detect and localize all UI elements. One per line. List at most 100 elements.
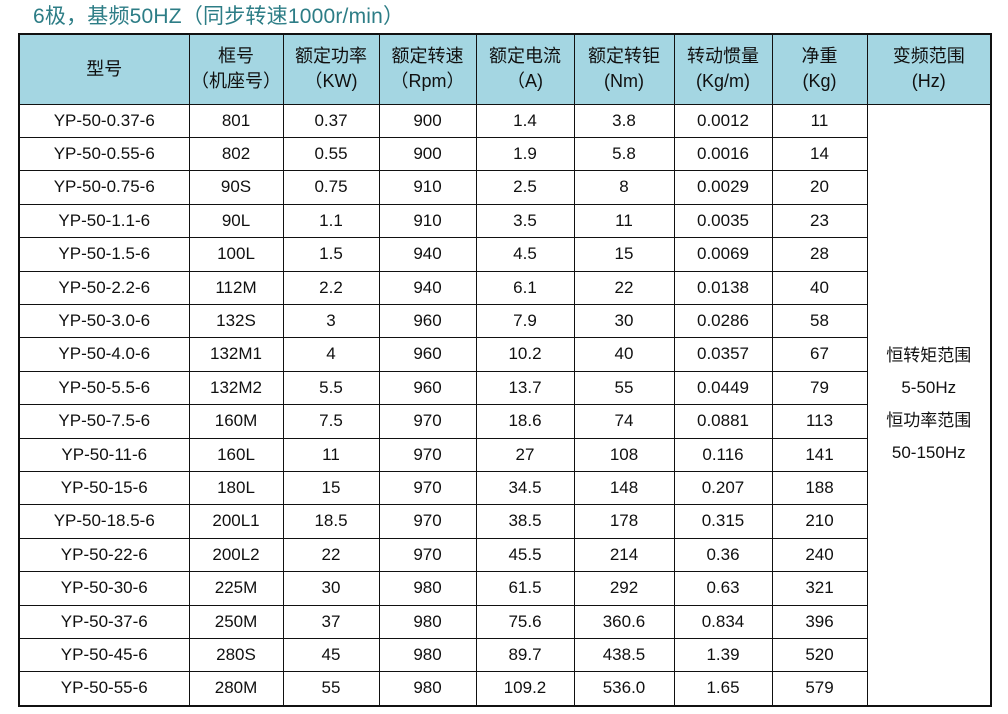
cell-power: 11 <box>282 437 380 472</box>
cell-weight: 67 <box>771 337 868 372</box>
cell-frame: 132M1 <box>188 337 284 372</box>
table-row: YP-50-2.2-6 112M 2.2 940 6.1 22 0.0138 40 <box>18 270 991 305</box>
cell-frame: 100L <box>188 237 284 272</box>
cell-frame: 225M <box>188 571 284 606</box>
column-header-model: 型号 <box>18 33 190 105</box>
cell-model: YP-50-37-6 <box>18 604 190 640</box>
cell-frame: 200L2 <box>188 537 284 573</box>
cell-inertia: 0.0138 <box>673 270 773 305</box>
cell-model: YP-50-3.0-6 <box>18 303 190 339</box>
cell-speed: 960 <box>378 370 477 406</box>
table-row: YP-50-1.5-6 100L 1.5 940 4.5 15 0.0069 28 <box>18 237 991 272</box>
cell-frame: 801 <box>188 103 284 138</box>
table-row: YP-50-0.75-6 90S 0.75 910 2.5 8 0.0029 20 <box>18 170 991 205</box>
cell-power: 37 <box>282 604 380 640</box>
freq-range-line2: 5-50Hz <box>901 378 957 398</box>
cell-model: YP-50-45-6 <box>18 637 190 673</box>
cell-frame: 160L <box>188 437 284 472</box>
cell-weight: 396 <box>771 604 868 640</box>
cell-inertia: 0.207 <box>673 470 773 506</box>
column-header-torque-line1: 额定转钜 <box>588 46 660 67</box>
cell-torque: 8 <box>573 170 675 205</box>
cell-current: 2.5 <box>475 170 575 205</box>
cell-speed: 960 <box>378 337 477 372</box>
cell-model: YP-50-1.5-6 <box>18 237 190 272</box>
cell-speed: 970 <box>378 437 477 472</box>
table-row: YP-50-30-6 225M 30 980 61.5 292 0.63 321 <box>18 571 991 606</box>
cell-power: 4 <box>282 337 380 372</box>
cell-power: 2.2 <box>282 270 380 305</box>
table-row: YP-50-5.5-6 132M2 5.5 960 13.7 55 0.0449 79 <box>18 370 991 406</box>
table-row: YP-50-0.37-6 801 0.37 900 1.4 3.8 0.0012 11 恒转矩范… <box>18 103 992 707</box>
motor-spec-table: 型号 框号 （机座号） 额定功率 （KW) 额定转速 （Rpm） <box>18 33 992 707</box>
table-row: YP-50-45-6 280S 45 980 89.7 438.5 1.39 520 <box>18 637 991 673</box>
cell-power: 18.5 <box>282 504 380 539</box>
column-header-frame: 框号 （机座号） <box>188 33 284 105</box>
cell-inertia: 0.0286 <box>673 303 773 339</box>
cell-model: YP-50-55-6 <box>18 671 190 707</box>
cell-torque: 15 <box>573 237 675 272</box>
column-header-inertia-line1: 转动惯量 <box>687 46 759 67</box>
cell-weight: 113 <box>771 404 868 439</box>
cell-speed: 980 <box>378 604 477 640</box>
cell-weight: 28 <box>771 237 868 272</box>
cell-torque: 438.5 <box>573 637 675 673</box>
cell-model: YP-50-0.55-6 <box>18 136 190 172</box>
column-header-freq-range: 变频范围 (Hz) <box>866 33 992 105</box>
cell-model: YP-50-4.0-6 <box>18 337 190 372</box>
freq-range-line3: 恒功率范围 <box>886 410 972 430</box>
cell-frame: 132M2 <box>188 370 284 406</box>
column-header-speed-line1: 额定转速 <box>391 46 464 67</box>
cell-inertia: 0.36 <box>673 537 773 573</box>
cell-current: 109.2 <box>475 671 575 707</box>
cell-inertia: 0.116 <box>673 437 773 472</box>
cell-torque: 536.0 <box>573 671 675 707</box>
table-body: YP-50-0.37-6 801 0.37 900 1.4 3.8 0.0012 11 恒转矩范… <box>18 103 992 707</box>
cell-weight: 40 <box>771 270 868 305</box>
table-row: YP-50-18.5-6 200L1 18.5 970 38.5 178 0.315 210 <box>18 504 991 539</box>
table-row: YP-50-55-6 280M 55 980 109.2 536.0 1.65 579 <box>18 671 991 707</box>
cell-power: 5.5 <box>282 370 380 406</box>
cell-torque: 55 <box>573 370 675 406</box>
column-header-weight-line2: (Kg) <box>802 71 837 92</box>
cell-inertia: 1.65 <box>673 671 773 707</box>
cell-speed: 970 <box>378 470 477 506</box>
cell-frame: 160M <box>188 404 284 439</box>
table-row: YP-50-1.1-6 90L 1.1 910 3.5 11 0.0035 23 <box>18 203 991 239</box>
cell-inertia: 0.315 <box>673 504 773 539</box>
table-row: YP-50-15-6 180L 15 970 34.5 148 0.207 188 <box>18 470 991 506</box>
cell-inertia: 0.0016 <box>673 136 773 172</box>
cell-current: 13.7 <box>475 370 575 406</box>
table-row: YP-50-4.0-6 132M1 4 960 10.2 40 0.0357 67 <box>18 337 991 372</box>
cell-model: YP-50-0.75-6 <box>18 170 190 205</box>
cell-speed: 910 <box>378 170 477 205</box>
cell-inertia: 0.63 <box>673 571 773 606</box>
cell-current: 1.9 <box>475 136 575 172</box>
cell-power: 55 <box>282 671 380 707</box>
column-header-frame-line2: （机座号） <box>191 71 281 92</box>
page-title: 6极，基频50HZ（同步转速1000r/min） <box>33 5 405 28</box>
cell-frame: 250M <box>188 604 284 640</box>
cell-current: 1.4 <box>475 103 575 138</box>
cell-model: YP-50-2.2-6 <box>18 270 190 305</box>
cell-current: 61.5 <box>475 571 575 606</box>
cell-model: YP-50-5.5-6 <box>18 370 190 406</box>
table-row: YP-50-7.5-6 160M 7.5 970 18.6 74 0.0881 113 <box>18 404 991 439</box>
cell-torque: 22 <box>573 270 675 305</box>
column-header-freq-range-line2: (Hz) <box>911 71 946 92</box>
cell-current: 89.7 <box>475 637 575 673</box>
cell-current: 18.6 <box>475 404 575 439</box>
cell-model: YP-50-18.5-6 <box>18 504 190 539</box>
cell-torque: 148 <box>573 470 675 506</box>
cell-inertia: 0.834 <box>673 604 773 640</box>
cell-torque: 5.8 <box>573 136 675 172</box>
cell-power: 7.5 <box>282 404 380 439</box>
cell-inertia: 0.0881 <box>673 404 773 439</box>
cell-torque: 360.6 <box>573 604 675 640</box>
cell-torque: 292 <box>573 571 675 606</box>
cell-frame: 200L1 <box>188 504 284 539</box>
column-header-current-line2: （A) <box>507 71 543 92</box>
column-header-power-line1: 额定功率 <box>295 46 367 67</box>
column-header-power: 额定功率 （KW) <box>282 33 380 105</box>
